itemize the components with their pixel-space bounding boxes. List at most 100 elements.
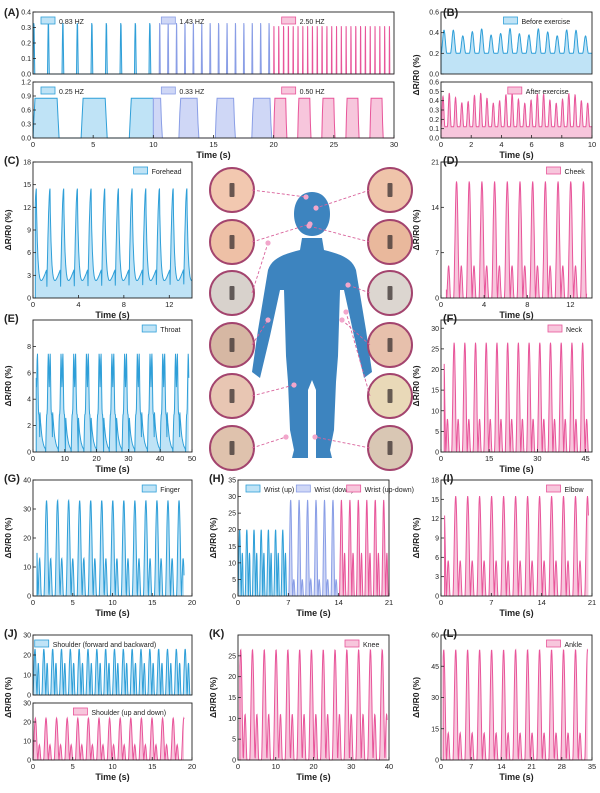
legend-label: 0.33 HZ [179, 89, 205, 96]
y-tick-label: 0.0 [21, 72, 31, 79]
y-tick-label: 0.3 [21, 25, 31, 32]
y-tick-label: 15 [431, 726, 439, 733]
x-tick-label: 20 [188, 762, 196, 771]
sensor-photos [209, 167, 413, 471]
legend-label: 1.43 HZ [179, 19, 205, 26]
axes-frame [32, 634, 193, 696]
connector-line [308, 225, 371, 243]
legend-label: 2.50 HZ [300, 19, 326, 26]
connector-line [315, 189, 371, 209]
sensor-strip [229, 389, 235, 403]
y-tick-label: 0 [27, 594, 31, 601]
finger-pen-photo [367, 373, 413, 419]
legend-swatch [547, 324, 563, 333]
x-axis-label: Time (s) [499, 310, 533, 320]
x-axis-label: Time (s) [499, 608, 533, 618]
legend-swatch [40, 86, 56, 95]
x-tick-label: 14 [497, 762, 505, 771]
x-tick-label: 0 [31, 762, 35, 771]
series-line [32, 97, 154, 139]
y-tick-label: 15 [23, 182, 31, 189]
legend-swatch [546, 484, 561, 493]
x-tick-label: 14 [537, 598, 545, 607]
y-tick-label: 0 [27, 693, 31, 700]
x-tick-label: 6 [530, 140, 534, 149]
legend-swatch [546, 639, 561, 648]
y-tick-label: 0.9 [21, 94, 31, 101]
axes-frame [440, 161, 593, 299]
y-tick-label: 0.4 [21, 10, 31, 17]
x-tick-label: 5 [71, 762, 75, 771]
series-line [34, 188, 192, 298]
connector-line [347, 284, 371, 294]
y-tick-label: 20 [23, 536, 31, 543]
forehead-photo [209, 167, 255, 213]
x-tick-label: 21 [385, 598, 393, 607]
y-tick-label: 0 [435, 758, 439, 765]
legend-label: Before exercise [522, 19, 571, 26]
y-tick-label: 15 [431, 388, 439, 395]
x-tick-label: 5 [91, 140, 95, 149]
x-tick-label: 8 [560, 140, 564, 149]
y-tick-label: 30 [228, 494, 236, 501]
y-tick-label: 18 [431, 478, 439, 485]
series-line [443, 342, 589, 453]
chart-panel-e: (E) Throat 0 2 4 6 8 0 10 20 30 40 50 Time (s) ΔR/R0 (… [3, 313, 196, 474]
legend-swatch [546, 166, 561, 175]
panel-label: (A) [4, 7, 20, 19]
y-tick-label: 10 [23, 739, 31, 746]
x-tick-label: 35 [588, 762, 596, 771]
chart-panel-j: (J) Shoulder (forward and backward) 0 10 20 3… [3, 628, 196, 782]
human-silhouette [252, 192, 372, 458]
y-axis-label: ΔR/R0 (%) [411, 209, 421, 250]
sensor-strip [387, 183, 393, 197]
series-area [153, 98, 274, 138]
connector-line [251, 223, 311, 243]
legend-label: 0.50 HZ [300, 89, 326, 96]
sensor-strip [387, 235, 393, 249]
x-tick-label: 15 [209, 140, 217, 149]
cheek-photo [367, 167, 413, 213]
chart-panel-b: (B) Before exercise 0.0 0.2 0.4 0.6 After exer… [411, 7, 596, 160]
y-tick-label: 0.3 [429, 108, 439, 115]
body-illustration [209, 167, 413, 471]
y-tick-label: 0.4 [429, 98, 439, 105]
x-tick-label: 0 [31, 140, 35, 149]
legend-swatch [346, 484, 362, 493]
x-tick-label: 0 [31, 300, 35, 309]
y-tick-label: 25 [228, 653, 236, 660]
y-tick-label: 60 [431, 633, 439, 640]
y-tick-label: 0 [232, 594, 236, 601]
y-tick-label: 18 [23, 160, 31, 167]
connector-line [345, 311, 371, 397]
series-line [440, 92, 592, 138]
x-tick-label: 10 [108, 598, 116, 607]
y-tick-label: 10 [23, 565, 31, 572]
y-tick-label: 0 [232, 758, 236, 765]
y-tick-label: 30 [23, 633, 31, 640]
y-axis-label: ΔR/R0 (%) [411, 517, 421, 558]
x-tick-label: 7 [469, 762, 473, 771]
y-tick-label: 45 [431, 664, 439, 671]
foot-photo [367, 425, 413, 471]
connector-line [251, 189, 307, 198]
x-tick-label: 10 [108, 762, 116, 771]
y-tick-label: 0.0 [429, 136, 439, 143]
x-tick-label: 8 [122, 300, 126, 309]
y-tick-label: 25 [431, 346, 439, 353]
y-tick-label: 0 [27, 450, 31, 457]
legend-label: Neck [566, 327, 582, 334]
finger-photo [209, 373, 255, 419]
x-tick-label: 12 [566, 300, 574, 309]
x-tick-label: 20 [309, 762, 317, 771]
x-tick-label: 28 [558, 762, 566, 771]
legend-swatch [160, 86, 176, 95]
chart-panel-l: (L) Ankle 0 15 30 45 60 0 7 14 21 28 35 Time (s) ΔR/R0… [411, 628, 596, 782]
series-area [443, 649, 588, 760]
elbow-photo [367, 270, 413, 316]
axes-frame [440, 11, 593, 75]
x-tick-label: 7 [489, 598, 493, 607]
throat-photo [209, 219, 255, 265]
x-tick-label: 4 [76, 300, 80, 309]
y-tick-label: 30 [23, 701, 31, 708]
